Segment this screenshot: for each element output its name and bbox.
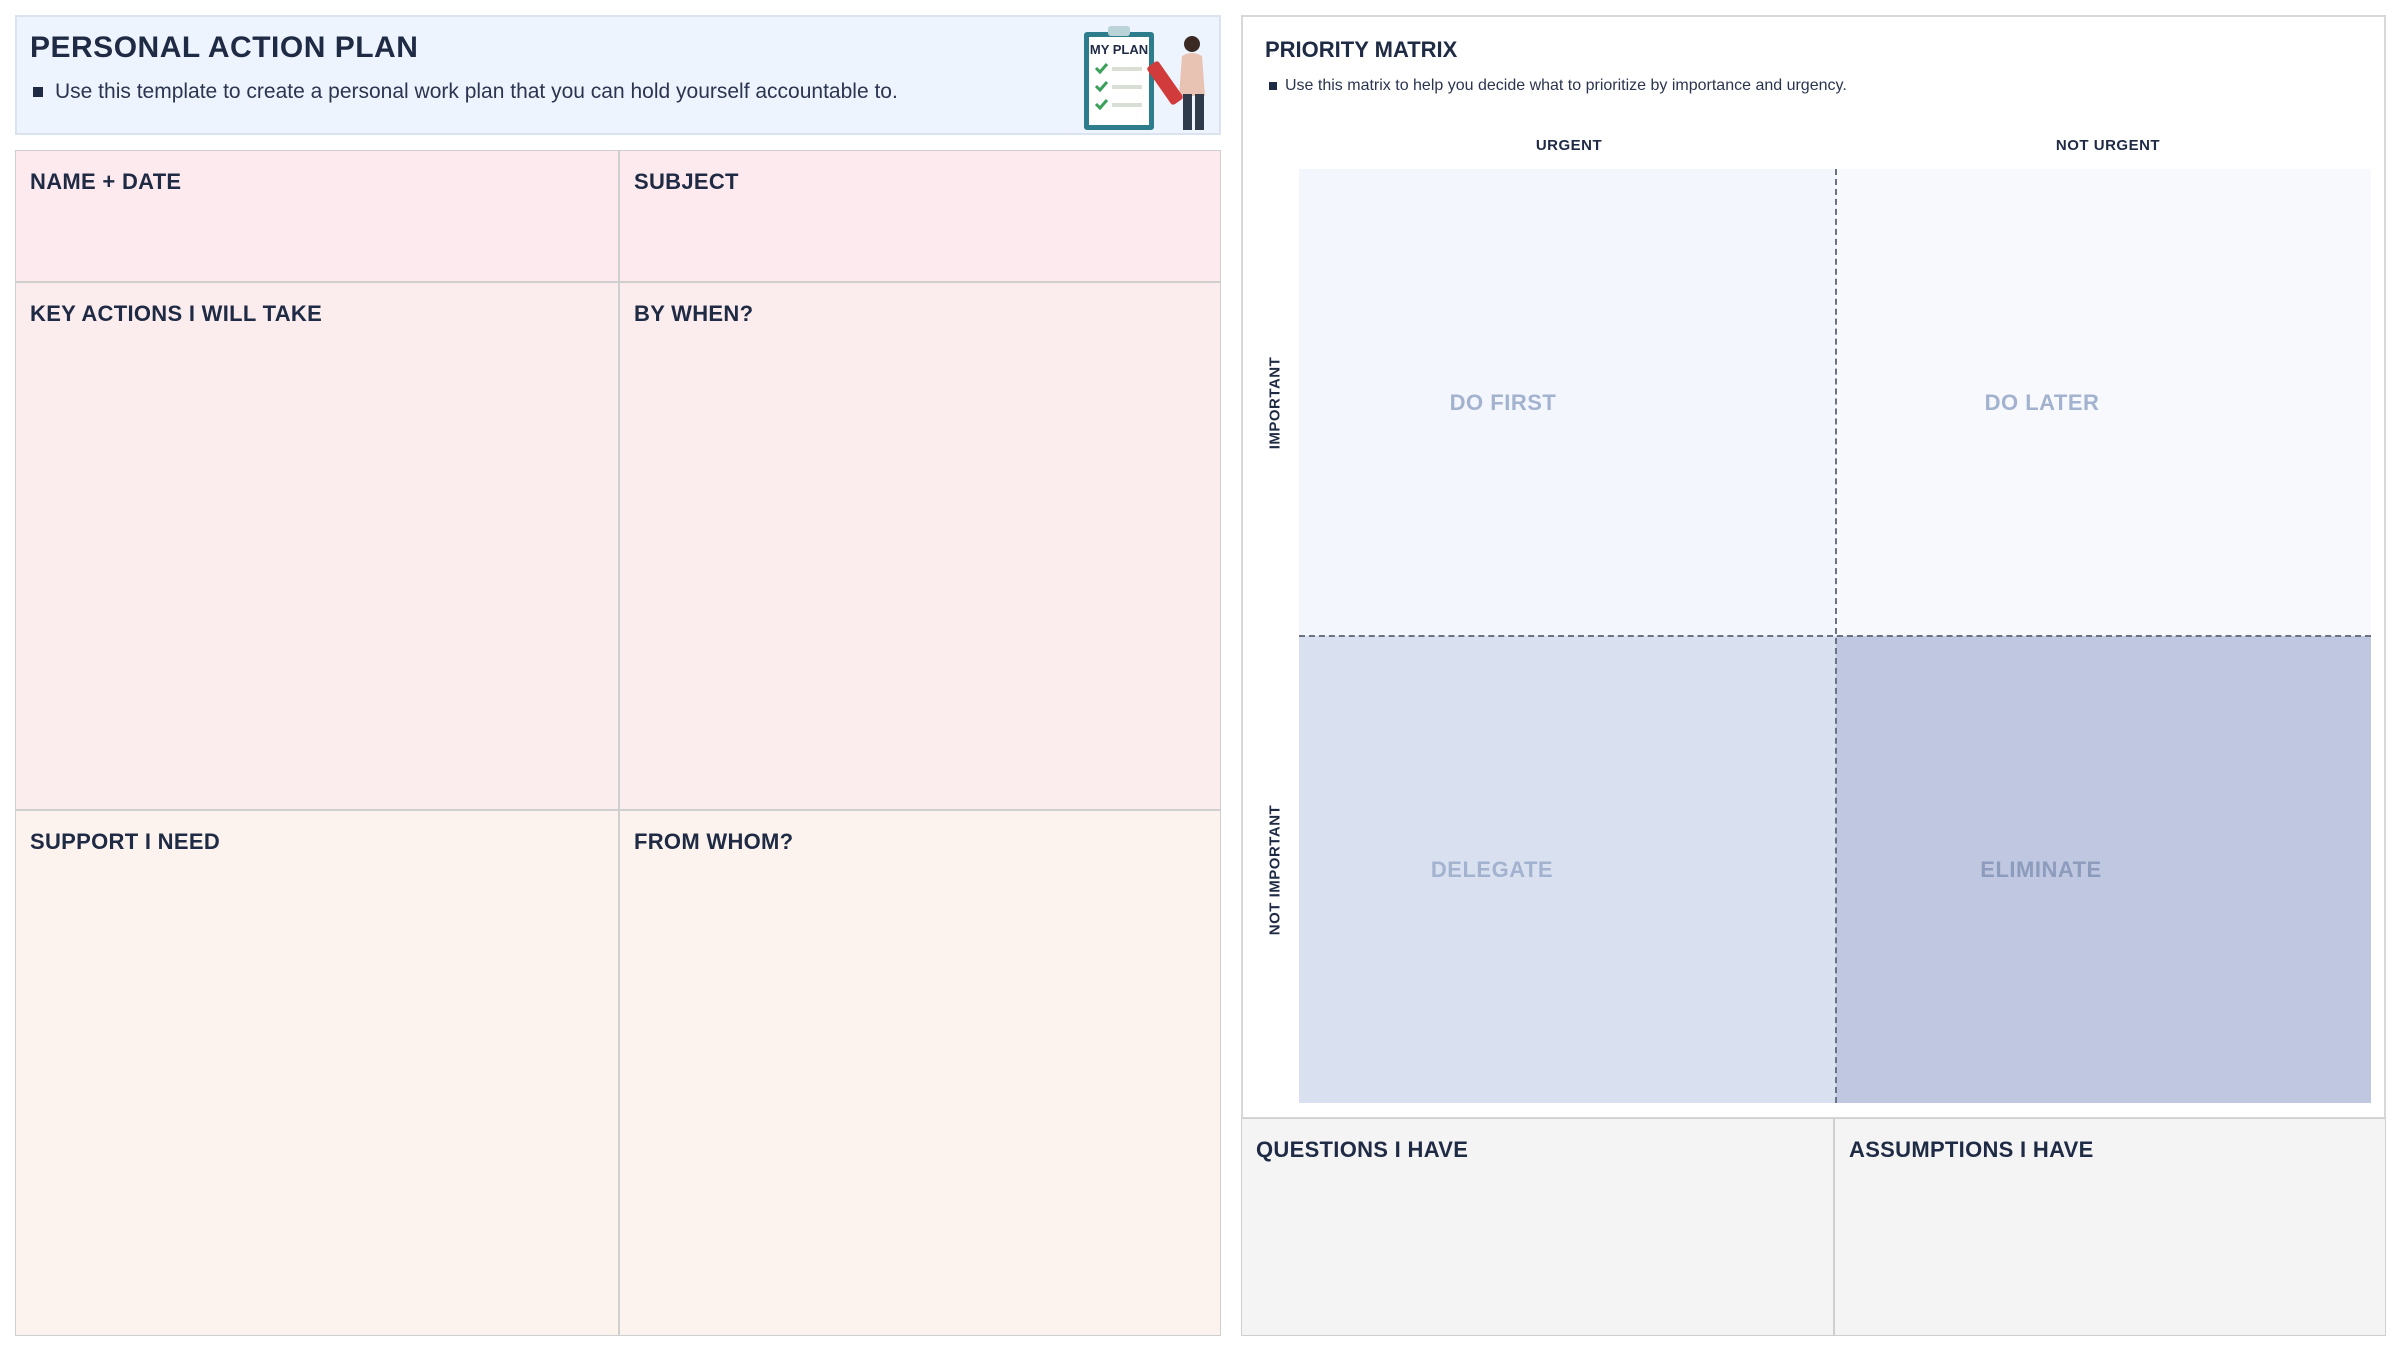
subject-cell[interactable]: SUBJECT — [619, 150, 1221, 282]
support-label: SUPPORT I NEED — [30, 829, 221, 854]
quadrant-do-first[interactable]: DO FIRST — [1299, 169, 1836, 636]
quadrant-eliminate[interactable]: ELIMINATE — [1836, 636, 2371, 1103]
quadrant-label-do-first: DO FIRST — [1449, 390, 1557, 415]
clipboard-plan-illustration: MY PLAN — [1084, 26, 1205, 130]
bullet-icon — [33, 87, 43, 97]
column-header-not-urgent: NOT URGENT — [2055, 137, 2161, 154]
assumptions-label: ASSUMPTIONS I HAVE — [1849, 1137, 2094, 1162]
priority-matrix-panel: PRIORITY MATRIX Use this matrix to help … — [1241, 15, 2386, 1119]
questions-cell[interactable]: QUESTIONS I HAVE — [1241, 1118, 1834, 1336]
bullet-icon — [1269, 82, 1277, 90]
assumptions-cell[interactable]: ASSUMPTIONS I HAVE — [1834, 1118, 2386, 1336]
from-whom-cell[interactable]: FROM WHOM? — [619, 810, 1221, 1336]
quadrant-label-do-later: DO LATER — [1984, 390, 2100, 415]
from-whom-label: FROM WHOM? — [634, 829, 794, 854]
header-panel: PERSONAL ACTION PLAN Use this template t… — [15, 15, 1221, 135]
quadrant-do-later[interactable]: DO LATER — [1836, 169, 2371, 636]
quadrant-label-eliminate: ELIMINATE — [1980, 857, 2102, 882]
key-actions-cell[interactable]: KEY ACTIONS I WILL TAKE — [15, 282, 619, 810]
subject-label: SUBJECT — [634, 169, 739, 194]
support-cell[interactable]: SUPPORT I NEED — [15, 810, 619, 1336]
by-when-label: BY WHEN? — [634, 301, 754, 326]
matrix-description: Use this matrix to help you decide what … — [1269, 77, 1847, 95]
by-when-cell[interactable]: BY WHEN? — [619, 282, 1221, 810]
questions-label: QUESTIONS I HAVE — [1256, 1137, 1469, 1162]
header-description-text: Use this template to create a personal w… — [55, 80, 898, 103]
quadrant-label-delegate: DELEGATE — [1430, 857, 1554, 882]
key-actions-label: KEY ACTIONS I WILL TAKE — [30, 301, 323, 326]
row-header-not-important: NOT IMPORTANT — [1266, 804, 1284, 936]
name-date-cell[interactable]: NAME + DATE — [15, 150, 619, 282]
name-date-label: NAME + DATE — [30, 169, 182, 194]
clipboard-label: MY PLAN — [1090, 42, 1148, 57]
column-header-urgent: URGENT — [1535, 137, 1603, 154]
matrix-horizontal-divider — [1299, 635, 2371, 637]
quadrant-delegate[interactable]: DELEGATE — [1299, 636, 1836, 1103]
header-description: Use this template to create a personal w… — [33, 80, 898, 104]
page-title: PERSONAL ACTION PLAN — [30, 31, 419, 64]
row-header-important: IMPORTANT — [1266, 356, 1284, 450]
matrix-title: PRIORITY MATRIX — [1265, 37, 1458, 62]
matrix-description-text: Use this matrix to help you decide what … — [1285, 77, 1847, 94]
